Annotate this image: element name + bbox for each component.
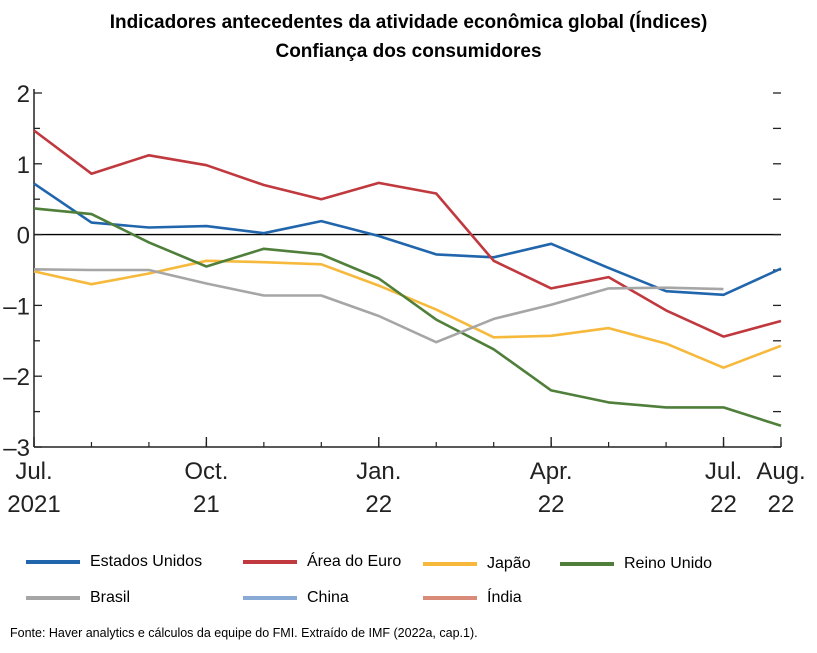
x-tick-label: 22 — [768, 491, 795, 518]
legend-item: Japão — [423, 555, 531, 573]
x-tick-label: Jul. — [705, 458, 742, 485]
x-tick-label: 22 — [710, 491, 737, 518]
legend-item: Brasil — [26, 589, 130, 607]
x-tick-label: 22 — [538, 491, 565, 518]
x-tick-label: Apr. — [530, 458, 573, 485]
x-tick-label: Jan. — [356, 458, 401, 485]
legend-item: Reino Unido — [560, 555, 712, 573]
legend-label: Índia — [487, 589, 522, 606]
legend-item: China — [243, 589, 349, 607]
legend-item: Área do Euro — [243, 553, 401, 571]
legend-item: Índia — [423, 589, 522, 607]
x-tick-label: Jul. — [15, 458, 52, 485]
legend-swatch — [423, 562, 477, 566]
chart-title: Indicadores antecedentes da atividade ec… — [109, 12, 708, 33]
series-line-japão — [33, 259, 782, 369]
legend-label: Brasil — [90, 589, 131, 606]
legend-swatch — [243, 596, 297, 600]
series-line-reino-unido — [33, 207, 782, 428]
y-tick-label: –3 — [3, 435, 30, 462]
x-tick-label: Oct. — [184, 458, 228, 485]
y-tick-label: –2 — [3, 364, 30, 391]
legend-label: Japão — [487, 555, 531, 572]
y-tick-label: 0 — [17, 223, 30, 250]
series-line-estados-unidos — [33, 182, 782, 297]
legend-item: Estados Unidos — [26, 553, 202, 571]
x-tick-label: 21 — [193, 491, 220, 518]
series-line-área-do-euro — [33, 129, 782, 338]
chart-subtitle: Confiança dos consumidores — [275, 41, 542, 62]
y-tick-label: 2 — [17, 81, 30, 108]
legend-label: Área do Euro — [307, 553, 402, 570]
legend-label: Reino Unido — [624, 555, 713, 572]
legend-swatch — [560, 562, 614, 566]
legend-swatch — [26, 596, 80, 600]
y-tick-label: –1 — [3, 293, 30, 320]
source-note: Fonte: Haver analytics e cálculos da equ… — [10, 626, 478, 640]
line-chart: 210–1–2–3Jul.2021Oct.21Jan.22Apr.22Jul.2… — [3, 81, 805, 518]
legend-label: China — [307, 589, 349, 606]
x-tick-label: 2021 — [7, 491, 60, 518]
legend-swatch — [243, 560, 297, 564]
legend-swatch — [26, 560, 80, 564]
x-tick-label: Aug. — [756, 458, 805, 485]
legend-label: Estados Unidos — [90, 553, 203, 570]
x-tick-label: 22 — [365, 491, 392, 518]
legend-swatch — [423, 596, 477, 600]
y-tick-label: 1 — [17, 152, 30, 179]
series-line-brasil — [33, 268, 724, 344]
